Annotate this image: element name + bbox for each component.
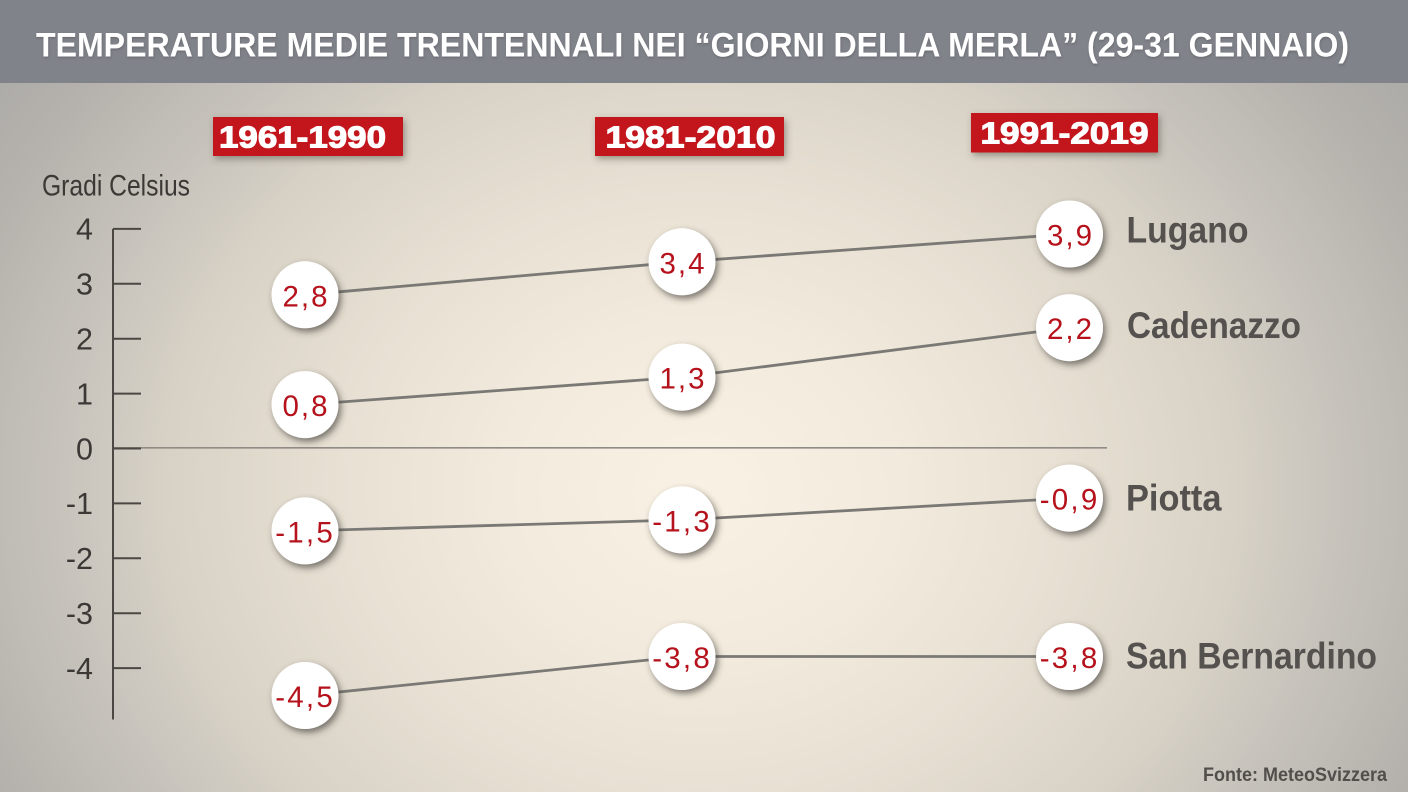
svg-text:4: 4 bbox=[76, 213, 93, 247]
svg-text:-3: -3 bbox=[66, 597, 93, 631]
svg-text:1991-2019: 1991-2019 bbox=[981, 117, 1149, 151]
svg-text:-2: -2 bbox=[66, 542, 93, 576]
svg-text:1: 1 bbox=[76, 377, 93, 411]
svg-text:Fonte: MeteoSvizzera: Fonte: MeteoSvizzera bbox=[1203, 764, 1387, 786]
svg-text:2: 2 bbox=[76, 323, 93, 357]
svg-text:1961-1990: 1961-1990 bbox=[219, 121, 386, 155]
svg-text:Cadenazzo: Cadenazzo bbox=[1127, 304, 1301, 346]
svg-text:Piotta: Piotta bbox=[1126, 476, 1223, 518]
svg-text:Lugano: Lugano bbox=[1127, 209, 1249, 251]
svg-text:San Bernardino: San Bernardino bbox=[1126, 635, 1377, 677]
svg-text:1981-2010: 1981-2010 bbox=[606, 121, 776, 155]
svg-text:2,8: 2,8 bbox=[283, 280, 328, 313]
svg-text:TEMPERATURE MEDIE TRENTENNALI: TEMPERATURE MEDIE TRENTENNALI NEI “GIORN… bbox=[36, 27, 1349, 65]
svg-text:3,9: 3,9 bbox=[1047, 220, 1092, 253]
svg-text:1,3: 1,3 bbox=[660, 363, 705, 396]
svg-text:3: 3 bbox=[76, 268, 93, 302]
svg-text:0,8: 0,8 bbox=[283, 390, 328, 423]
svg-text:3,4: 3,4 bbox=[660, 247, 705, 280]
svg-text:2,2: 2,2 bbox=[1047, 313, 1092, 346]
svg-text:Gradi Celsius: Gradi Celsius bbox=[42, 170, 190, 203]
svg-text:-1: -1 bbox=[66, 487, 93, 521]
svg-text:0: 0 bbox=[76, 432, 93, 466]
svg-text:-4: -4 bbox=[66, 652, 93, 686]
